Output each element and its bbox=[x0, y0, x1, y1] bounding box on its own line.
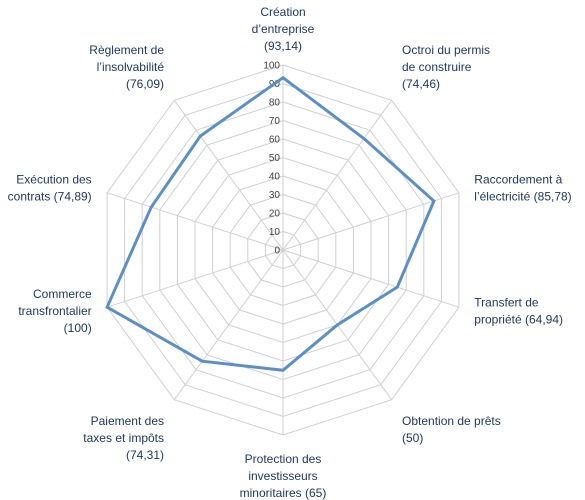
spoke-8 bbox=[106, 192, 284, 251]
category-label-8-line-1: contrats (74,89) bbox=[8, 190, 92, 204]
tick-label-50: 50 bbox=[269, 153, 281, 164]
spoke-9 bbox=[173, 100, 284, 251]
category-label-5: Protection des investisseurs minoritaires … bbox=[240, 452, 327, 500]
series-group bbox=[105, 75, 436, 372]
category-label-9-line-1: l’insolvabilité bbox=[97, 60, 165, 74]
category-label-0: Création d’entreprise (93,14) bbox=[252, 5, 315, 53]
category-label-9-line-2: (76,09) bbox=[126, 77, 164, 91]
spoke-2 bbox=[282, 192, 460, 251]
category-label-5-line-1: investisseurs bbox=[248, 469, 317, 483]
category-label-5-line-2: minoritaires (65) bbox=[240, 486, 327, 500]
tick-label-60: 60 bbox=[269, 135, 281, 146]
tick-label-10: 10 bbox=[269, 227, 281, 238]
category-label-2-line-1: l’électricité (85,78) bbox=[474, 190, 571, 204]
category-label-1-line-0: Octroi du permis bbox=[402, 43, 490, 57]
category-label-3: Transfert de propriété (64,94) bbox=[474, 296, 563, 327]
category-labels: Création d’entreprise (93,14) Octroi du per… bbox=[8, 5, 572, 500]
spoke-7 bbox=[106, 249, 284, 308]
category-label-3-line-0: Transfert de bbox=[474, 296, 539, 310]
spoke-1 bbox=[282, 100, 393, 251]
category-label-4-line-1: (50) bbox=[402, 431, 423, 445]
category-label-7-line-2: (100) bbox=[64, 321, 92, 335]
tick-label-20: 20 bbox=[269, 209, 281, 220]
tick-label-0: 0 bbox=[274, 246, 280, 257]
category-label-3-line-1: propriété (64,94) bbox=[474, 313, 563, 327]
category-label-9: Règlement de l’insolvabilité (76,09) bbox=[89, 43, 164, 91]
spoke-3 bbox=[282, 249, 460, 308]
spoke-6 bbox=[173, 249, 284, 400]
tick-label-40: 40 bbox=[269, 172, 281, 183]
category-label-4: Obtention de prêts (50) bbox=[402, 414, 501, 445]
tick-label-100: 100 bbox=[263, 61, 280, 72]
category-label-6-line-1: taxes et impôts bbox=[83, 431, 164, 445]
category-label-5-line-0: Protection des bbox=[245, 452, 322, 466]
category-label-0-line-2: (93,14) bbox=[264, 39, 302, 53]
category-label-0-line-0: Création bbox=[260, 5, 305, 19]
category-label-7-line-0: Commerce bbox=[33, 287, 92, 301]
category-label-8-line-0: Exécution des bbox=[16, 173, 91, 187]
category-label-7-line-1: transfrontalier bbox=[18, 304, 91, 318]
category-label-8: Exécution des contrats (74,89) bbox=[8, 173, 92, 204]
radar-spokes bbox=[106, 65, 460, 435]
category-label-0-line-1: d’entreprise bbox=[252, 22, 315, 36]
category-label-6-line-0: Paiement des bbox=[91, 414, 164, 428]
category-label-7: Commerce transfrontalier (100) bbox=[18, 287, 92, 335]
category-label-4-line-0: Obtention de prêts bbox=[402, 414, 501, 428]
category-label-6-line-2: (74,31) bbox=[126, 448, 164, 462]
category-label-1: Octroi du permis de construire (74,46) bbox=[402, 43, 490, 91]
category-label-1-line-1: de construire bbox=[402, 60, 472, 74]
category-label-1-line-2: (74,46) bbox=[402, 77, 440, 91]
tick-label-30: 30 bbox=[269, 190, 281, 201]
category-label-2: Raccordement à l’électricité (85,78) bbox=[474, 173, 571, 204]
tick-label-80: 80 bbox=[269, 98, 281, 109]
category-label-9-line-0: Règlement de bbox=[89, 43, 164, 57]
tick-label-70: 70 bbox=[269, 116, 281, 127]
category-label-6: Paiement des taxes et impôts (74,31) bbox=[83, 414, 164, 462]
category-label-2-line-0: Raccordement à bbox=[474, 173, 562, 187]
